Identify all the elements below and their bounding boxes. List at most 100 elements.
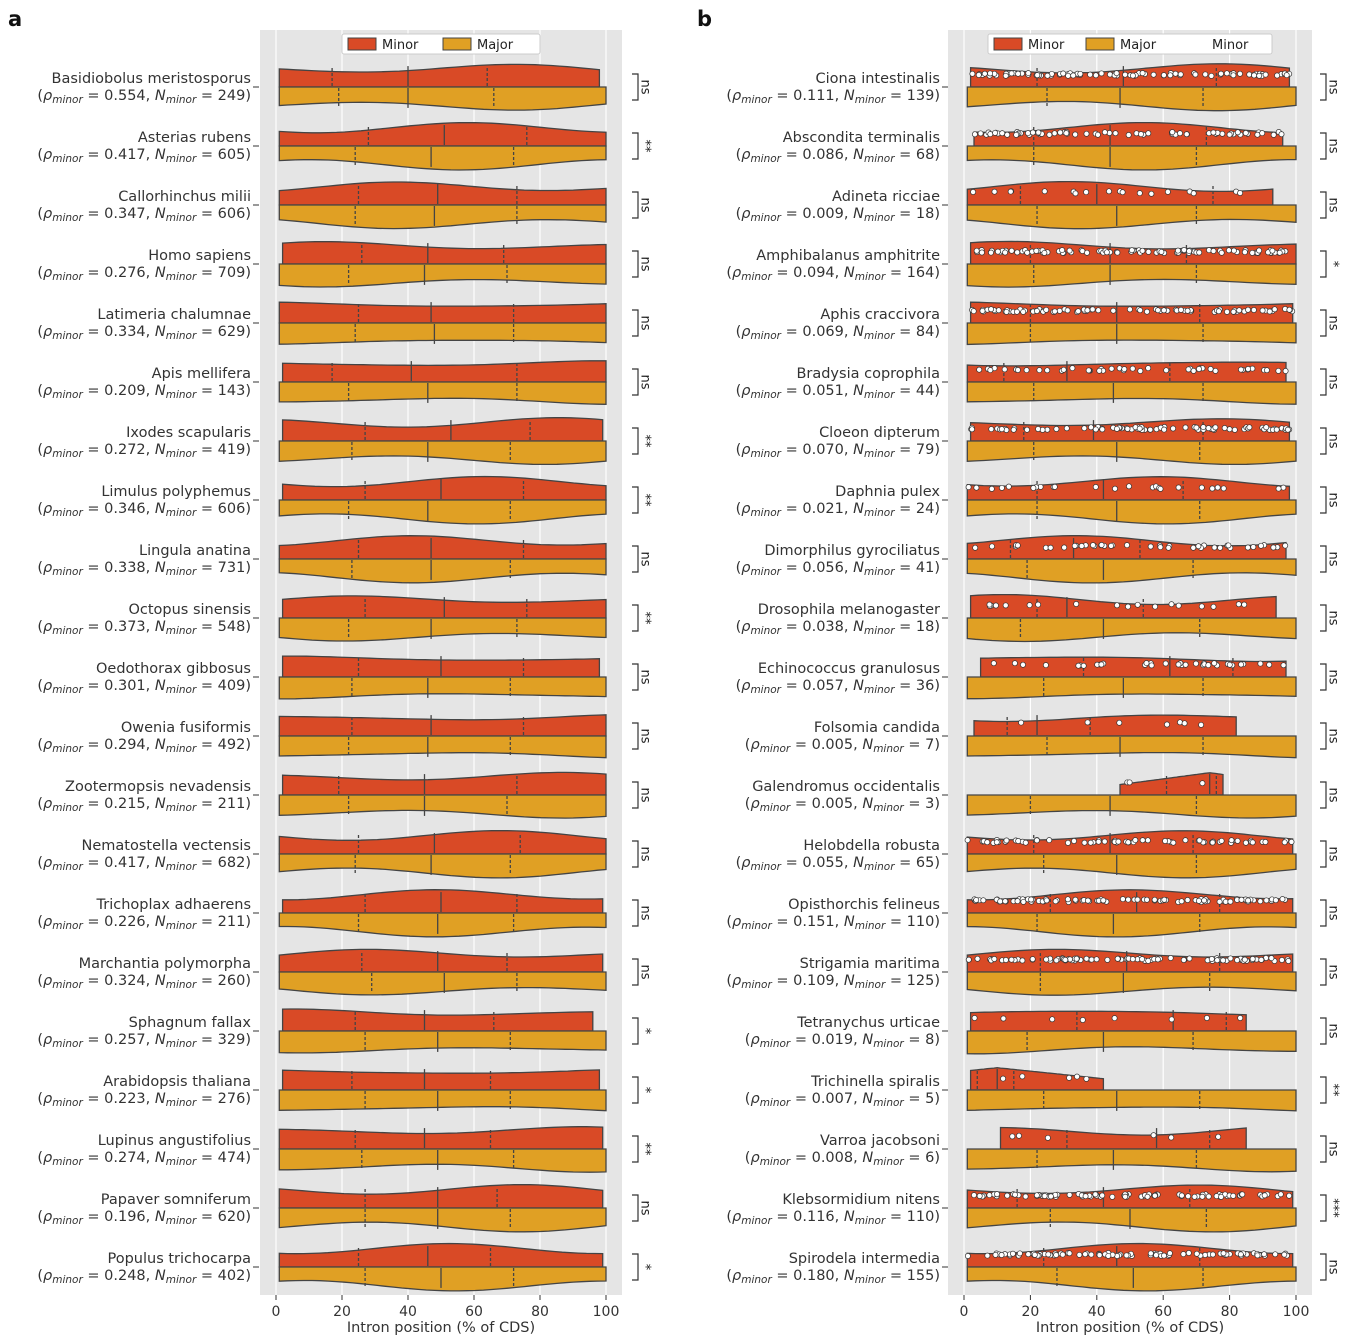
minor-point	[1139, 247, 1146, 254]
legend-swatch	[442, 37, 472, 51]
minor-point	[1079, 1017, 1086, 1023]
minor-violin	[1119, 772, 1224, 796]
minor-point	[1063, 130, 1070, 137]
minor-violin	[281, 889, 604, 914]
minor-point	[1044, 72, 1051, 79]
major-violin	[278, 86, 607, 111]
stat-label: (ρminor = 0.338, Nminor = 731)	[37, 560, 251, 578]
minor-point	[1181, 247, 1188, 253]
significance-bracket	[632, 840, 639, 868]
minor-point	[1033, 1192, 1040, 1199]
minor-point	[1084, 719, 1091, 726]
violin-row: Helobdella robusta(ρminor = 0.055, Nmino…	[736, 830, 1341, 879]
minor-point	[1208, 72, 1215, 79]
stat-part: = 474)	[196, 1150, 251, 1166]
minor-point	[1169, 129, 1176, 136]
stat-part: = 0.094,	[772, 265, 844, 281]
minor-point	[1080, 662, 1087, 669]
legend-label: Major	[1120, 38, 1157, 53]
subscript: minor	[166, 389, 197, 401]
stat-part: = 155)	[885, 1268, 940, 1284]
subscript: minor	[166, 330, 197, 342]
minor-point	[1023, 367, 1030, 374]
minor-point	[1088, 1251, 1095, 1258]
stat-part: (	[726, 973, 732, 989]
minor-point	[1056, 307, 1063, 314]
significance-label: *	[638, 1087, 653, 1094]
stat-part: = 68)	[895, 147, 940, 163]
minor-point	[1025, 1251, 1032, 1258]
stat-part: = 0.209,	[83, 383, 155, 399]
stat-part: = 0.055,	[781, 855, 853, 871]
minor-point	[1096, 1252, 1103, 1259]
minor-violin	[999, 1126, 1247, 1150]
stat-part: N	[155, 737, 166, 753]
minor-point	[1192, 71, 1199, 78]
significance-label: **	[638, 612, 653, 626]
minor-point	[1170, 839, 1177, 846]
subscript: minor	[750, 861, 781, 873]
minor-point	[1112, 485, 1118, 492]
violin-row: Varroa jacobsoni(ρminor = 0.008, Nminor …	[745, 1126, 1341, 1173]
stat-part: ρ	[741, 619, 751, 635]
violin-row: Ciona intestinalis(ρminor = 0.111, Nmino…	[726, 63, 1341, 112]
subscript: minor	[750, 684, 781, 696]
species-label: Strigamia maritima	[800, 956, 940, 972]
minor-point	[1041, 249, 1048, 256]
minor-point	[1237, 1015, 1244, 1021]
stat-part: = 0.226,	[83, 914, 155, 930]
minor-point	[975, 72, 982, 78]
minor-point	[1043, 897, 1050, 904]
violin-row: Apis mellifera(ρminor = 0.209, Nminor = …	[37, 360, 653, 405]
significance-label: ns	[638, 669, 653, 684]
subscript: minor	[166, 153, 197, 165]
significance-bracket	[1320, 722, 1327, 750]
stat-part: = 606)	[196, 501, 251, 517]
stat-part: = 731)	[196, 560, 251, 576]
subscript: minor	[873, 1097, 904, 1109]
minor-point	[1041, 1193, 1048, 1199]
stat-part: = 548)	[196, 619, 251, 635]
stat-part: ρ	[750, 1150, 760, 1166]
significance-bracket	[632, 899, 639, 927]
stat-part: N	[853, 206, 864, 222]
stat-label: (ρminor = 0.196, Nminor = 620)	[37, 1209, 251, 1227]
minor-point	[1183, 131, 1190, 138]
minor-point	[1124, 542, 1130, 549]
minor-point	[1266, 308, 1273, 315]
minor-point	[1125, 896, 1132, 903]
minor-point	[1084, 307, 1091, 314]
stat-part: (	[37, 383, 43, 399]
subscript: minor	[855, 94, 886, 106]
minor-point	[1100, 897, 1107, 904]
stat-part: ρ	[732, 1209, 742, 1225]
minor-point	[1052, 898, 1059, 905]
subscript: minor	[855, 1215, 886, 1227]
x-tick-label: 100	[1283, 1304, 1310, 1320]
minor-point	[991, 188, 998, 195]
minor-point	[987, 367, 994, 374]
stat-part: N	[155, 914, 166, 930]
minor-point	[1061, 544, 1068, 551]
stat-part: ρ	[741, 560, 751, 576]
stat-part: (	[37, 619, 43, 635]
minor-point	[1087, 71, 1094, 78]
minor-point	[1066, 247, 1073, 254]
minor-point	[1226, 131, 1233, 138]
species-label: Lingula anatina	[139, 543, 251, 559]
violin-row: Folsomia candida(ρminor = 0.005, Nminor …	[745, 714, 1341, 759]
minor-point	[1164, 721, 1170, 728]
minor-point	[1182, 661, 1189, 668]
minor-point	[1199, 1193, 1206, 1200]
subscript: minor	[873, 802, 904, 814]
minor-point	[997, 898, 1004, 905]
stat-part: (	[736, 678, 742, 694]
minor-point	[1254, 1252, 1261, 1259]
major-violin	[966, 1030, 1297, 1055]
species-label: Owenia fusiformis	[121, 720, 251, 736]
minor-point	[1008, 70, 1015, 77]
stat-part: (	[37, 973, 43, 989]
species-label: Callorhinchus milii	[118, 189, 251, 205]
violin-row: Galendromus occidentalis(ρminor = 0.005,…	[745, 772, 1341, 819]
significance-bracket	[1320, 73, 1327, 101]
